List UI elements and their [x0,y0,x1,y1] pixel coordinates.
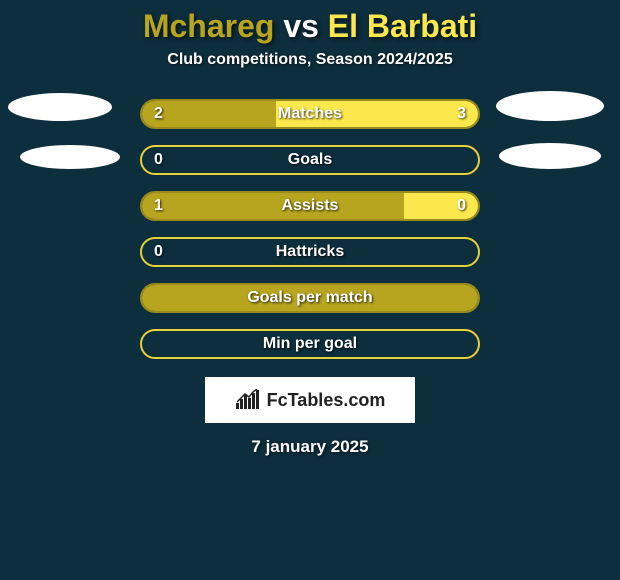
avatar-placeholder [496,91,604,121]
page-title: Mchareg vs El Barbati [143,8,477,45]
avatar-placeholder [8,93,112,121]
stat-label: Hattricks [276,243,344,261]
stat-value-left: 0 [154,151,163,169]
stat-row: Min per goal [0,329,620,359]
stat-label: Min per goal [263,335,357,353]
subtitle: Club competitions, Season 2024/2025 [167,51,452,69]
stat-bar: Assists 1 0 [140,191,480,221]
stat-bar: Min per goal [140,329,480,359]
stat-value-left: 0 [154,243,163,261]
vs-label: vs [283,8,319,44]
logo-text: FcTables.com [267,390,386,411]
stat-row: Goals per match [0,283,620,313]
bar-fill-right [404,193,478,219]
stat-value-left: 2 [154,105,163,123]
chart-icon [235,389,261,411]
avatar-placeholder [499,143,601,169]
stat-bar: Goals 0 [140,145,480,175]
chart-container: Mchareg vs El Barbati Club competitions,… [0,0,620,457]
date-label: 7 january 2025 [251,437,368,457]
stat-value-right: 0 [457,197,466,215]
avatar-placeholder [20,145,120,169]
player2-name: El Barbati [328,8,477,44]
stat-bar: Goals per match [140,283,480,313]
stat-row: Hattricks 0 [0,237,620,267]
stat-value-left: 1 [154,197,163,215]
stat-label: Matches [278,105,342,123]
stat-label: Goals per match [247,289,372,307]
player1-name: Mchareg [143,8,275,44]
stat-value-right: 3 [457,105,466,123]
stat-bar: Hattricks 0 [140,237,480,267]
stat-rows: Matches23Goals0Assists10Hattricks0Goals … [0,93,620,359]
stat-label: Assists [282,197,339,215]
stat-row: Assists 1 0 [0,191,620,221]
logo-box: FcTables.com [205,377,415,423]
bar-fill-left [142,193,404,219]
stat-bar: Matches 2 3 [140,99,480,129]
stat-label: Goals [288,151,332,169]
